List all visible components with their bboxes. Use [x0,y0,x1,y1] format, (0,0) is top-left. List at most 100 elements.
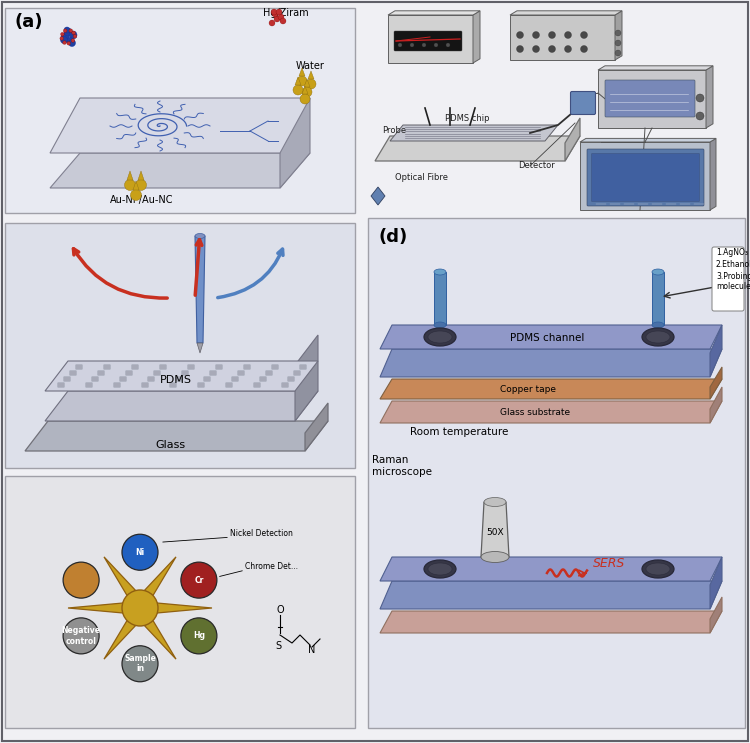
Polygon shape [295,335,318,421]
Circle shape [271,9,277,15]
FancyBboxPatch shape [204,377,210,381]
Text: 2.Ethanol: 2.Ethanol [716,260,750,269]
Ellipse shape [642,560,674,578]
Polygon shape [710,367,722,399]
Circle shape [532,45,539,53]
Circle shape [615,30,621,36]
FancyBboxPatch shape [86,383,92,387]
FancyBboxPatch shape [98,371,104,375]
Text: S: S [275,641,281,651]
Text: Nickel Detection: Nickel Detection [230,529,292,538]
Circle shape [696,112,704,120]
FancyBboxPatch shape [170,383,176,387]
FancyBboxPatch shape [92,377,98,381]
Circle shape [548,31,556,39]
Text: Sample
in: Sample in [124,654,156,673]
FancyBboxPatch shape [272,365,278,369]
FancyBboxPatch shape [571,91,596,114]
Circle shape [410,43,414,47]
Polygon shape [710,597,722,633]
Ellipse shape [195,233,205,239]
FancyBboxPatch shape [188,365,194,369]
Circle shape [69,29,73,33]
Polygon shape [138,171,144,180]
Polygon shape [304,79,310,87]
FancyBboxPatch shape [605,80,695,117]
Polygon shape [305,403,328,451]
Text: molecule: molecule [716,282,750,291]
Polygon shape [197,343,203,353]
Polygon shape [598,70,706,128]
FancyBboxPatch shape [232,377,238,381]
Ellipse shape [481,551,509,562]
Circle shape [580,31,587,39]
Ellipse shape [434,269,446,275]
FancyBboxPatch shape [70,371,76,375]
Polygon shape [510,11,622,15]
FancyBboxPatch shape [142,383,148,387]
FancyBboxPatch shape [198,383,204,387]
Text: 1.AgNO₃: 1.AgNO₃ [716,248,748,257]
Polygon shape [565,118,580,161]
Text: 50X: 50X [486,528,504,537]
FancyBboxPatch shape [254,383,260,387]
Polygon shape [380,401,722,423]
Polygon shape [710,387,722,423]
FancyBboxPatch shape [266,371,272,375]
Circle shape [293,85,303,95]
FancyBboxPatch shape [300,365,306,369]
FancyBboxPatch shape [5,476,355,728]
Text: PDMS chip: PDMS chip [445,114,490,123]
FancyBboxPatch shape [114,383,120,387]
Polygon shape [652,272,664,325]
Text: O: O [276,605,284,615]
Circle shape [71,39,75,42]
Circle shape [269,20,275,26]
Ellipse shape [484,498,506,507]
Text: Chrome Det...: Chrome Det... [245,562,298,571]
Text: Probe: Probe [382,126,406,135]
Circle shape [548,45,556,53]
Polygon shape [45,391,318,421]
Circle shape [398,43,402,47]
Circle shape [615,40,621,46]
FancyBboxPatch shape [160,365,166,369]
Polygon shape [295,77,301,85]
Circle shape [130,189,142,201]
FancyBboxPatch shape [126,371,132,375]
Circle shape [122,590,158,626]
Text: Ni: Ni [136,548,145,557]
Polygon shape [481,502,509,557]
Polygon shape [473,11,480,63]
Circle shape [580,45,587,53]
FancyBboxPatch shape [76,365,82,369]
Polygon shape [195,236,205,343]
FancyBboxPatch shape [587,149,704,206]
Polygon shape [68,603,123,613]
Polygon shape [133,181,139,190]
FancyBboxPatch shape [5,223,355,468]
Circle shape [122,646,158,682]
Ellipse shape [646,331,670,343]
Text: Room temperature: Room temperature [410,427,509,437]
Circle shape [297,76,307,86]
Circle shape [300,94,310,104]
Polygon shape [302,86,308,94]
Circle shape [272,11,278,17]
Circle shape [517,31,524,39]
Polygon shape [371,187,385,205]
Polygon shape [104,620,136,659]
Ellipse shape [424,560,456,578]
Circle shape [136,180,146,190]
Ellipse shape [424,328,456,346]
Ellipse shape [428,331,452,343]
Circle shape [64,29,67,33]
Text: Glass substrate: Glass substrate [500,408,570,417]
FancyBboxPatch shape [154,371,160,375]
Circle shape [306,79,316,89]
Circle shape [68,39,76,47]
Circle shape [274,16,280,22]
Circle shape [63,562,99,598]
Text: Au-NP/Au-NC: Au-NP/Au-NC [110,195,173,205]
Circle shape [61,36,68,44]
